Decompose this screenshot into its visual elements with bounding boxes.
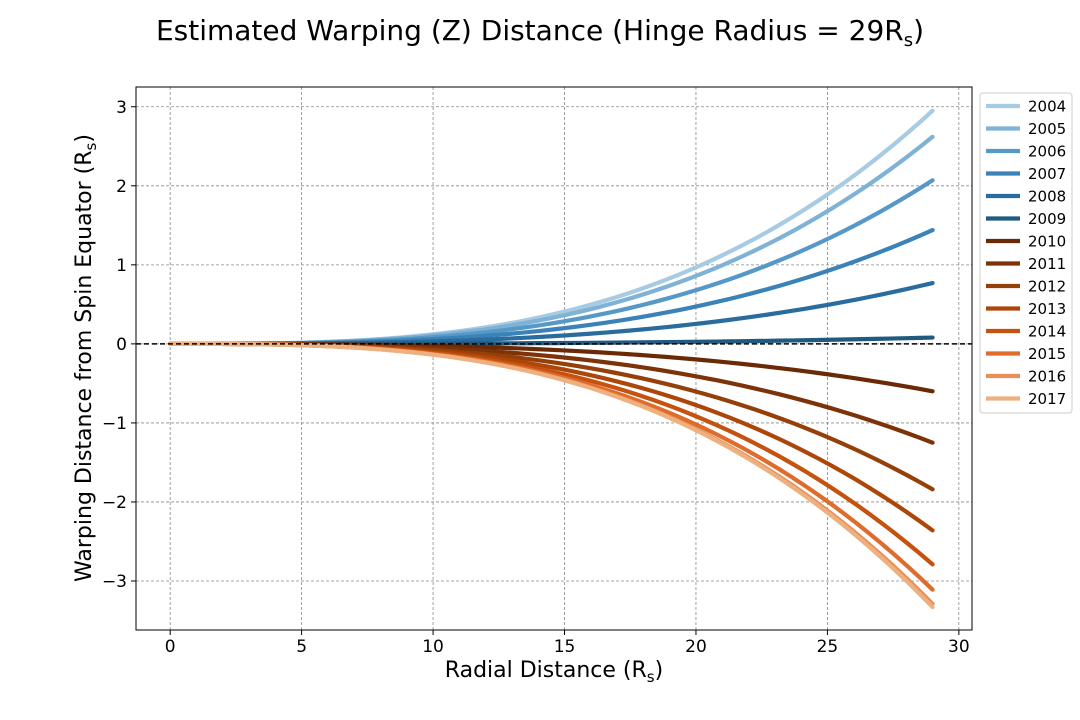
x-axis-label: Radial Distance (Rs)	[445, 658, 663, 686]
legend-box	[979, 92, 1073, 414]
legend-label-2005: 2005	[1028, 120, 1066, 138]
y-tick-label-3: 0	[116, 335, 127, 355]
chart-title: Estimated Warping (Z) Distance (Hinge Ra…	[156, 14, 924, 51]
legend-label-2013: 2013	[1028, 300, 1066, 318]
legend-label-2011: 2011	[1028, 255, 1066, 273]
legend-label-2006: 2006	[1028, 143, 1066, 161]
y-tick-label-6: 3	[116, 98, 127, 118]
y-axis-label: Warping Distance from Spin Equator (Rs)	[72, 134, 100, 582]
y-tick-label-4: 1	[116, 256, 127, 276]
legend-label-2008: 2008	[1028, 188, 1066, 206]
x-tick-label-6: 30	[948, 637, 970, 657]
plot-frame	[135, 86, 973, 631]
legend-label-2010: 2010	[1028, 233, 1066, 251]
legend-label-2015: 2015	[1028, 345, 1066, 363]
x-tick-label-4: 20	[685, 637, 707, 657]
legend-label-2007: 2007	[1028, 165, 1066, 183]
x-tick-label-5: 25	[817, 637, 839, 657]
legend-label-2017: 2017	[1028, 390, 1066, 408]
legend-label-2012: 2012	[1028, 278, 1066, 296]
legend-label-2014: 2014	[1028, 323, 1066, 341]
y-axis-ticks: −3 −2 −1 0 1 2 3	[102, 98, 136, 592]
series-line-2017	[168, 341, 935, 610]
x-tick-label-0: 0	[165, 637, 176, 657]
y-tick-label-5: 2	[116, 177, 127, 197]
y-tick-label-0: −3	[102, 572, 127, 592]
legend-label-2004: 2004	[1028, 98, 1066, 116]
x-tick-label-3: 15	[554, 637, 576, 657]
x-tick-label-2: 10	[422, 637, 444, 657]
legend-label-2009: 2009	[1028, 210, 1066, 228]
legend-label-2016: 2016	[1028, 368, 1066, 386]
x-axis-ticks: 0 5 10 15 20 25 30	[165, 630, 970, 657]
legend: 2004 2005 2006 2007 2008 2009 2010 2011 2012 2013…	[979, 92, 1073, 414]
x-tick-label-1: 5	[296, 637, 307, 657]
y-tick-label-2: −1	[102, 414, 127, 434]
y-tick-label-1: −2	[102, 493, 127, 513]
